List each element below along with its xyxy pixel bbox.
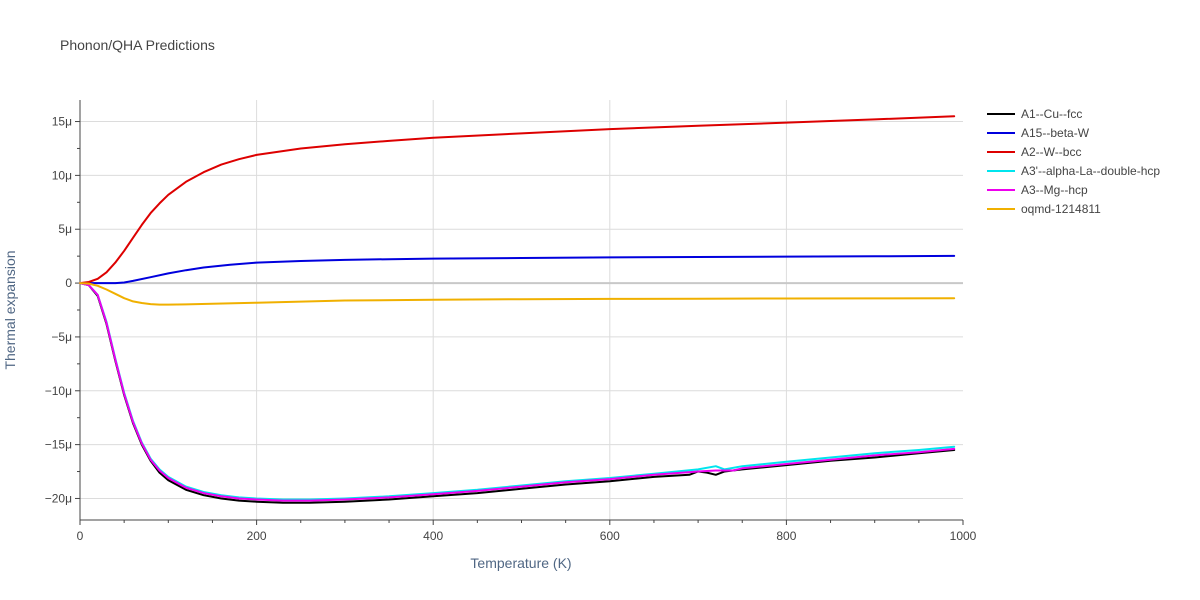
y-tick-label: 10μ xyxy=(52,168,72,182)
legend-item[interactable]: A1--Cu--fcc xyxy=(987,107,1082,121)
series-line-6 xyxy=(79,282,956,306)
y-tick-label: 5μ xyxy=(58,222,72,236)
y-tick-label: −20μ xyxy=(45,491,72,505)
grid-lines xyxy=(80,100,963,520)
legend-label: A2--W--bcc xyxy=(1021,145,1081,159)
y-tick-label: −5μ xyxy=(51,330,72,344)
series-layer xyxy=(79,115,956,504)
axes: 0 200 400 600 800 1000 −20μ −15μ −10μ −5μ 0 5μ 10μ 15… xyxy=(45,100,977,543)
x-tick-label: 600 xyxy=(600,529,620,543)
x-tick-label: 1000 xyxy=(950,529,977,543)
series-line-3 xyxy=(79,115,956,285)
series-line-4 xyxy=(79,282,956,501)
series-line-1 xyxy=(79,282,956,504)
chart-title: Phonon/QHA Predictions xyxy=(60,37,215,53)
x-axis-title: Temperature (K) xyxy=(470,555,571,571)
series-line-2 xyxy=(79,254,956,285)
legend-item[interactable]: A2--W--bcc xyxy=(987,145,1081,159)
x-tick-label: 400 xyxy=(423,529,443,543)
x-tick-label: 800 xyxy=(776,529,796,543)
legend-label: A1--Cu--fcc xyxy=(1021,107,1082,121)
legend-label: A15--beta-W xyxy=(1021,126,1090,140)
y-tick-label: 0 xyxy=(65,276,72,290)
legend-label: oqmd-1214811 xyxy=(1021,202,1101,216)
series-line-5 xyxy=(79,282,956,502)
legend-label: A3'--alpha-La--double-hcp xyxy=(1021,164,1160,178)
x-tick-label: 200 xyxy=(247,529,267,543)
legend-label: A3--Mg--hcp xyxy=(1021,183,1088,197)
legend[interactable]: A1--Cu--fcc A15--beta-W A2--W--bcc A3'--alp… xyxy=(987,107,1160,216)
legend-item[interactable]: A15--beta-W xyxy=(987,126,1090,140)
y-tick-label: −10μ xyxy=(45,384,72,398)
legend-item[interactable]: A3'--alpha-La--double-hcp xyxy=(987,164,1160,178)
x-tick-label: 0 xyxy=(77,529,84,543)
y-tick-label: 15μ xyxy=(52,115,72,129)
legend-item[interactable]: A3--Mg--hcp xyxy=(987,183,1088,197)
y-tick-label: −15μ xyxy=(45,438,72,452)
legend-item[interactable]: oqmd-1214811 xyxy=(987,202,1101,216)
y-axis-title: Thermal expansion xyxy=(2,250,18,369)
